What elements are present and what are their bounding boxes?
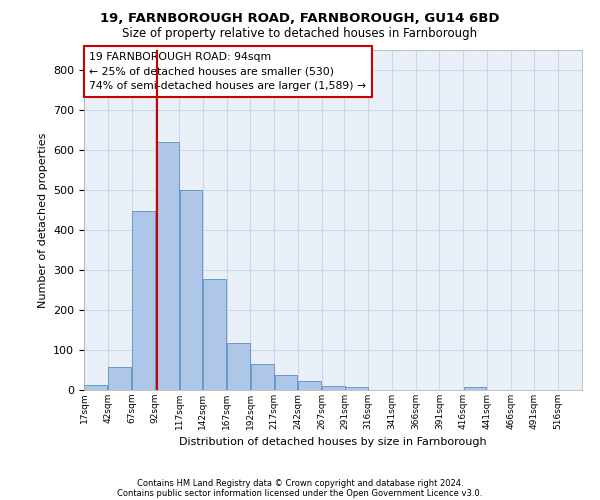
Text: Contains HM Land Registry data © Crown copyright and database right 2024.: Contains HM Land Registry data © Crown c… [137,478,463,488]
Text: 19, FARNBOROUGH ROAD, FARNBOROUGH, GU14 6BD: 19, FARNBOROUGH ROAD, FARNBOROUGH, GU14 … [100,12,500,26]
Y-axis label: Number of detached properties: Number of detached properties [38,132,47,308]
Bar [298,381,321,390]
Bar [203,279,226,390]
Bar [108,367,131,390]
Bar [132,211,155,390]
Bar [345,387,368,390]
Bar [85,385,107,390]
Bar [251,364,274,390]
X-axis label: Distribution of detached houses by size in Farnborough: Distribution of detached houses by size … [179,438,487,448]
Bar [227,343,250,390]
Bar [156,142,179,390]
Bar [464,387,487,390]
Text: Contains public sector information licensed under the Open Government Licence v3: Contains public sector information licen… [118,488,482,498]
Text: 19 FARNBOROUGH ROAD: 94sqm
← 25% of detached houses are smaller (530)
74% of sem: 19 FARNBOROUGH ROAD: 94sqm ← 25% of deta… [89,52,366,92]
Bar [179,190,202,390]
Text: Size of property relative to detached houses in Farnborough: Size of property relative to detached ho… [122,28,478,40]
Bar [322,386,345,390]
Bar [275,375,298,390]
